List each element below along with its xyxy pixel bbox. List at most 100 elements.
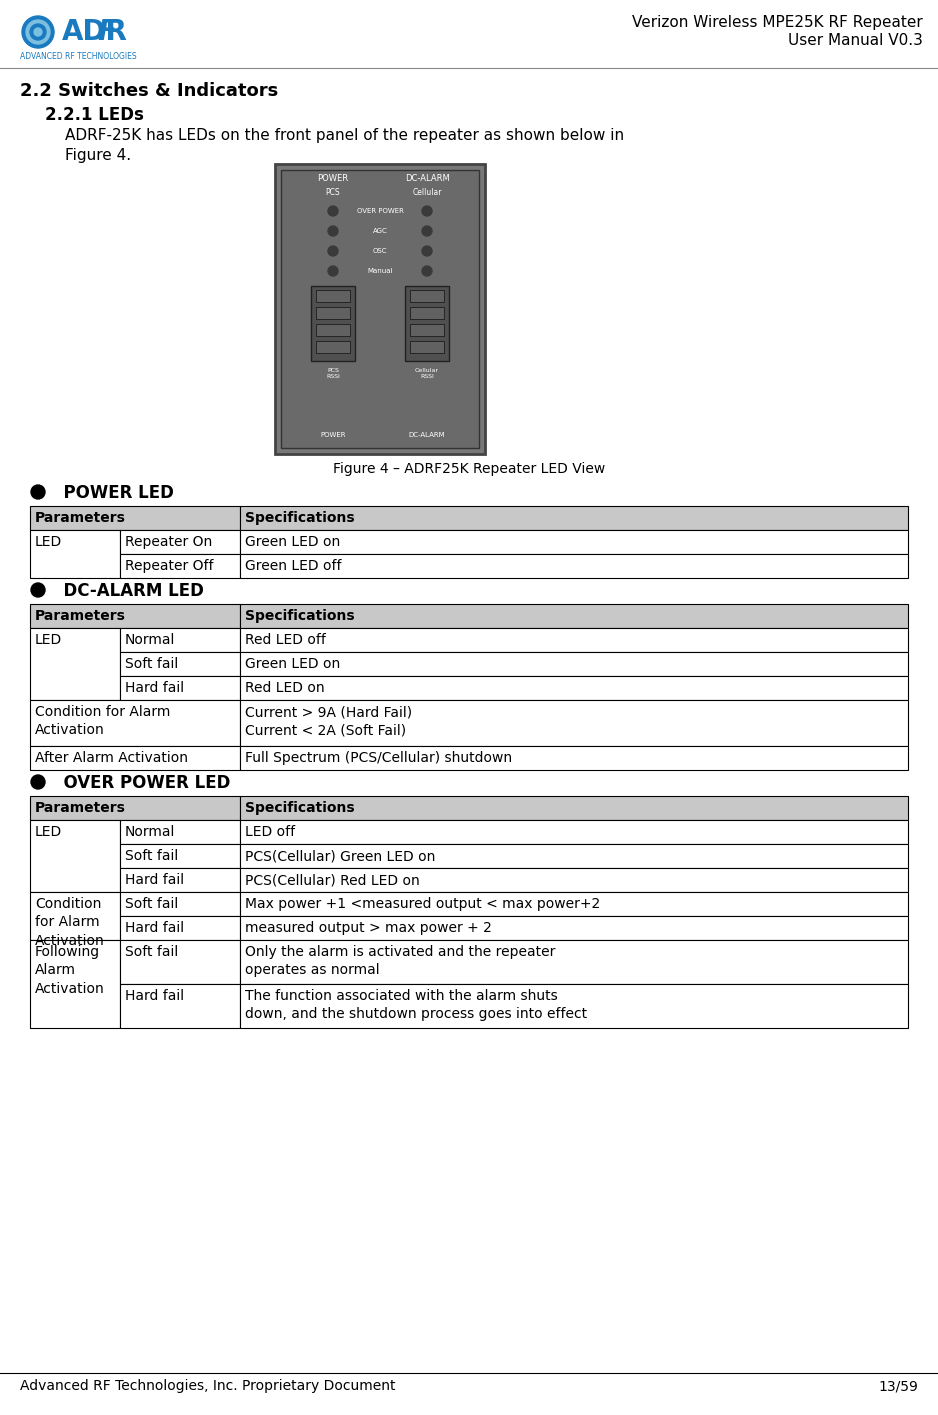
Text: Green LED off: Green LED off: [245, 559, 341, 573]
Text: ADRF-25K has LEDs on the front panel of the repeater as shown below in: ADRF-25K has LEDs on the front panel of …: [65, 127, 624, 143]
Text: Advanced RF Technologies, Inc. Proprietary Document: Advanced RF Technologies, Inc. Proprieta…: [20, 1380, 396, 1392]
Bar: [240, 916, 908, 940]
Text: LED off: LED off: [245, 825, 295, 839]
Bar: [240, 843, 908, 867]
Bar: [120, 983, 240, 1029]
Circle shape: [328, 226, 338, 236]
Text: 2.2.1 LEDs: 2.2.1 LEDs: [45, 106, 144, 125]
Bar: [240, 676, 908, 700]
Text: measured output > max power + 2: measured output > max power + 2: [245, 921, 492, 935]
Circle shape: [31, 485, 45, 499]
Bar: [30, 940, 120, 1029]
Bar: [316, 341, 350, 352]
Bar: [30, 746, 240, 770]
Text: Manual: Manual: [368, 267, 393, 275]
Bar: [120, 821, 240, 843]
Text: OVER POWER LED: OVER POWER LED: [52, 774, 231, 792]
Text: LED: LED: [35, 825, 62, 839]
Bar: [240, 940, 908, 983]
Text: Normal: Normal: [125, 825, 175, 839]
Bar: [281, 170, 479, 449]
Text: POWER: POWER: [320, 432, 346, 439]
Circle shape: [34, 28, 42, 35]
Text: Figure 4.: Figure 4.: [65, 149, 131, 163]
Text: Soft fail: Soft fail: [125, 945, 178, 959]
Bar: [120, 628, 240, 652]
Bar: [410, 341, 444, 352]
Circle shape: [328, 207, 338, 216]
Text: Cellular: Cellular: [412, 188, 442, 197]
Text: OVER POWER: OVER POWER: [356, 208, 403, 214]
Text: DC-ALARM: DC-ALARM: [404, 174, 449, 183]
Text: Full Spectrum (PCS/Cellular) shutdown: Full Spectrum (PCS/Cellular) shutdown: [245, 751, 512, 766]
Circle shape: [31, 583, 45, 597]
Text: Normal: Normal: [125, 633, 175, 647]
Bar: [410, 290, 444, 301]
Bar: [120, 843, 240, 867]
Text: Hard fail: Hard fail: [125, 989, 184, 1003]
Bar: [240, 891, 908, 916]
Text: Hard fail: Hard fail: [125, 921, 184, 935]
Bar: [316, 324, 350, 335]
Text: Cellular
RSSI: Cellular RSSI: [415, 368, 439, 379]
Text: PCS: PCS: [325, 188, 340, 197]
Bar: [30, 531, 120, 577]
Circle shape: [31, 775, 45, 790]
Bar: [120, 555, 240, 577]
Circle shape: [422, 266, 432, 276]
Text: PCS(Cellular) Green LED on: PCS(Cellular) Green LED on: [245, 849, 435, 863]
Bar: [240, 604, 908, 628]
Text: Parameters: Parameters: [35, 801, 126, 815]
Text: DC-ALARM LED: DC-ALARM LED: [52, 582, 204, 600]
Text: Specifications: Specifications: [245, 608, 355, 623]
Text: POWER: POWER: [317, 174, 349, 183]
Bar: [120, 867, 240, 891]
Text: After Alarm Activation: After Alarm Activation: [35, 751, 188, 766]
Text: POWER LED: POWER LED: [52, 484, 174, 502]
Text: Repeater Off: Repeater Off: [125, 559, 214, 573]
Text: Following
Alarm
Activation: Following Alarm Activation: [35, 945, 105, 996]
Bar: [30, 891, 120, 940]
Bar: [240, 867, 908, 891]
Text: Parameters: Parameters: [35, 608, 126, 623]
Text: 2.2 Switches & Indicators: 2.2 Switches & Indicators: [20, 82, 279, 100]
Bar: [311, 286, 355, 361]
Bar: [120, 940, 240, 983]
Bar: [240, 983, 908, 1029]
Text: AGC: AGC: [372, 228, 387, 233]
Bar: [240, 746, 908, 770]
Circle shape: [26, 20, 50, 44]
Bar: [30, 700, 240, 746]
Bar: [120, 891, 240, 916]
Bar: [120, 676, 240, 700]
Bar: [240, 700, 908, 746]
Text: Hard fail: Hard fail: [125, 873, 184, 887]
Bar: [240, 555, 908, 577]
Bar: [240, 821, 908, 843]
Bar: [30, 797, 240, 821]
Bar: [240, 652, 908, 676]
Text: Figure 4 – ADRF25K Repeater LED View: Figure 4 – ADRF25K Repeater LED View: [333, 463, 605, 475]
Circle shape: [422, 246, 432, 256]
Text: Soft fail: Soft fail: [125, 657, 178, 671]
Bar: [410, 324, 444, 335]
Circle shape: [328, 246, 338, 256]
Text: Specifications: Specifications: [245, 801, 355, 815]
Text: LED: LED: [35, 535, 62, 549]
Text: User Manual V0.3: User Manual V0.3: [788, 33, 923, 48]
Text: Red LED on: Red LED on: [245, 681, 325, 695]
Text: Parameters: Parameters: [35, 511, 126, 525]
Text: Green LED on: Green LED on: [245, 657, 340, 671]
Bar: [120, 531, 240, 555]
Bar: [410, 307, 444, 318]
Text: ADR: ADR: [62, 18, 128, 47]
Text: Repeater On: Repeater On: [125, 535, 212, 549]
Text: Soft fail: Soft fail: [125, 849, 178, 863]
Text: Red LED off: Red LED off: [245, 633, 325, 647]
Text: Condition for Alarm
Activation: Condition for Alarm Activation: [35, 705, 171, 737]
Bar: [240, 531, 908, 555]
Text: Green LED on: Green LED on: [245, 535, 340, 549]
Circle shape: [422, 207, 432, 216]
Text: Verizon Wireless MPE25K RF Repeater: Verizon Wireless MPE25K RF Repeater: [632, 16, 923, 30]
Text: The function associated with the alarm shuts
down, and the shutdown process goes: The function associated with the alarm s…: [245, 989, 587, 1022]
